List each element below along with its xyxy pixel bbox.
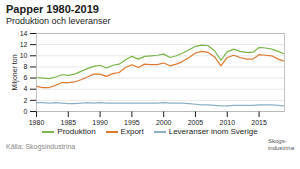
html-text:Källa: Skogsindustrina: Källa: Skogsindustrina — [6, 143, 76, 150]
svg-text:1985: 1985 — [61, 119, 77, 126]
html-text:Export: Export — [120, 127, 144, 136]
svg-text:2015: 2015 — [251, 119, 267, 126]
svg-text:6: 6 — [24, 74, 28, 81]
html-text:Skogs- industrina: Skogs- industrina — [268, 138, 294, 151]
html-text:Leveranser inom Sverige: Leveranser inom Sverige — [168, 127, 258, 136]
svg-text:Miljoner ton: Miljoner ton — [11, 54, 19, 90]
svg-text:1990: 1990 — [92, 119, 108, 126]
svg-text:0: 0 — [24, 108, 28, 115]
svg-text:2010: 2010 — [219, 119, 235, 126]
svg-text:1980: 1980 — [29, 119, 45, 126]
html-text:Produktion: Produktion — [57, 127, 96, 136]
svg-text:12: 12 — [20, 41, 28, 48]
svg-text:10: 10 — [20, 52, 28, 59]
svg-text:14: 14 — [20, 30, 28, 37]
svg-text:8: 8 — [24, 63, 28, 70]
html-text:Papper 1980-2019: Papper 1980-2019 — [6, 3, 99, 15]
html-text:Produktion och leveranser: Produktion och leveranser — [6, 16, 111, 26]
svg-text:1995: 1995 — [124, 119, 140, 126]
svg-text:2: 2 — [24, 97, 28, 104]
svg-text:2005: 2005 — [188, 119, 204, 126]
svg-text:2000: 2000 — [156, 119, 172, 126]
svg-text:4: 4 — [24, 85, 28, 92]
